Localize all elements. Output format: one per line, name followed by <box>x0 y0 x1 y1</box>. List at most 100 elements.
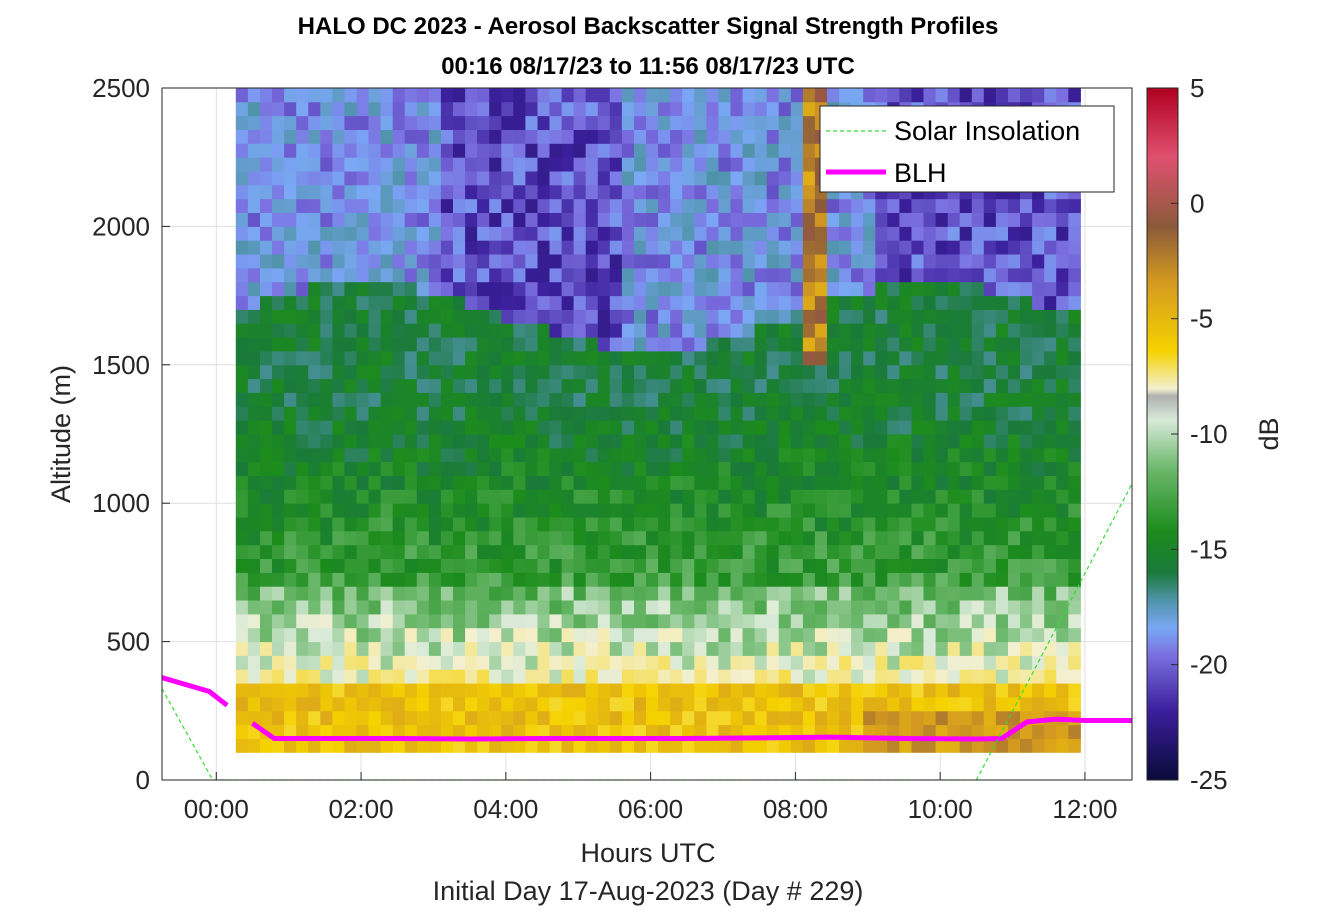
heatmap-cell <box>549 309 563 324</box>
heatmap-cell <box>694 627 707 643</box>
heatmap-cell <box>537 641 551 656</box>
heatmap-cell <box>284 254 297 269</box>
heatmap-cell <box>658 655 671 670</box>
heatmap-cell <box>742 697 756 712</box>
heatmap-cell <box>465 710 478 726</box>
heatmap-cell <box>344 226 357 241</box>
heatmap-cell <box>706 420 719 435</box>
heatmap-cell <box>1068 724 1081 739</box>
heatmap-cell <box>814 240 828 255</box>
heatmap-cell <box>573 600 587 615</box>
heatmap-cell <box>428 613 442 629</box>
heatmap-cell <box>995 461 1009 476</box>
heatmap-cell <box>1044 295 1057 310</box>
heatmap-cell <box>911 586 925 601</box>
heatmap-cell <box>585 101 599 117</box>
heatmap-cell <box>537 295 551 310</box>
heatmap-cell <box>766 171 780 186</box>
heatmap-cell <box>887 461 900 476</box>
heatmap-cell <box>235 489 249 504</box>
heatmap-cell <box>404 697 418 712</box>
heatmap-cell <box>839 738 852 753</box>
heatmap-cell <box>971 627 985 643</box>
heatmap-cell <box>440 143 454 158</box>
heatmap-cell <box>477 738 490 753</box>
heatmap-cell <box>320 600 333 615</box>
heatmap-cell <box>911 710 925 726</box>
heatmap-cell <box>549 101 563 117</box>
heatmap-cell <box>851 337 864 352</box>
heatmap-cell <box>1056 378 1069 393</box>
heatmap-cell <box>621 406 635 421</box>
heatmap-cell <box>440 254 454 269</box>
heatmap-cell <box>827 240 840 255</box>
heatmap-cell <box>706 613 719 629</box>
heatmap-cell <box>513 378 526 393</box>
heatmap-cell <box>694 184 707 200</box>
heatmap-cell <box>863 627 876 643</box>
heatmap-cell <box>525 558 538 573</box>
heatmap-cell <box>440 88 454 103</box>
heatmap-cell <box>356 724 370 739</box>
heatmap-cell <box>549 697 563 712</box>
heatmap-cell <box>730 378 744 393</box>
heatmap-cell <box>971 503 985 518</box>
heatmap-cell <box>561 226 575 241</box>
heatmap-cell <box>320 420 333 435</box>
heatmap-cell <box>621 641 635 656</box>
heatmap-cell <box>392 558 406 573</box>
heatmap-cell <box>646 143 659 158</box>
heatmap-cell <box>356 198 370 213</box>
heatmap-cell <box>501 143 514 158</box>
heatmap-cell <box>814 378 828 393</box>
heatmap-cell <box>1020 281 1033 297</box>
heatmap-cell <box>404 683 418 698</box>
heatmap-cell <box>730 710 744 726</box>
heatmap-cell <box>1032 503 1045 518</box>
colorbar-tick-label: -10 <box>1190 419 1228 449</box>
heatmap-cell <box>308 475 321 490</box>
heatmap-cell <box>284 364 297 380</box>
heatmap-cell <box>344 669 357 684</box>
heatmap-cell <box>453 323 466 338</box>
heatmap-cell <box>573 697 587 712</box>
heatmap-cell <box>1056 337 1069 352</box>
heatmap-cell <box>778 171 792 186</box>
heatmap-cell <box>260 143 273 158</box>
heatmap-cell <box>428 143 442 158</box>
heatmap-cell <box>416 198 430 213</box>
heatmap-cell <box>947 254 961 269</box>
heatmap-cell <box>827 586 840 601</box>
heatmap-cell <box>404 489 418 504</box>
heatmap-cell <box>790 101 804 117</box>
heatmap-cell <box>513 212 526 227</box>
heatmap-cell <box>814 475 828 490</box>
heatmap-cell <box>609 184 623 200</box>
heatmap-cell <box>368 613 382 629</box>
heatmap-cell <box>766 88 780 103</box>
heatmap-cell <box>489 475 502 490</box>
heatmap-cell <box>440 198 454 213</box>
heatmap-cell <box>730 558 744 573</box>
heatmap-cell <box>525 613 538 629</box>
heatmap-cell <box>573 323 587 338</box>
heatmap-cell <box>875 254 888 269</box>
heatmap-cell <box>730 143 744 158</box>
heatmap-cell <box>344 309 357 324</box>
heatmap-cell <box>549 627 563 643</box>
heatmap-cell <box>694 461 707 476</box>
heatmap-cell <box>296 115 309 130</box>
heatmap-cell <box>634 447 647 463</box>
heatmap-cell <box>1032 351 1045 366</box>
heatmap-cell <box>730 226 744 241</box>
heatmap-cell <box>899 600 912 615</box>
heatmap-cell <box>718 627 731 643</box>
heatmap-cell <box>646 240 659 255</box>
heatmap-cell <box>911 406 925 421</box>
heatmap-cell <box>995 600 1009 615</box>
heatmap-cell <box>525 503 538 518</box>
heatmap-cell <box>1044 212 1057 227</box>
heatmap-cell <box>537 447 551 463</box>
heatmap-cell <box>272 351 285 366</box>
heatmap-cell <box>694 475 707 490</box>
